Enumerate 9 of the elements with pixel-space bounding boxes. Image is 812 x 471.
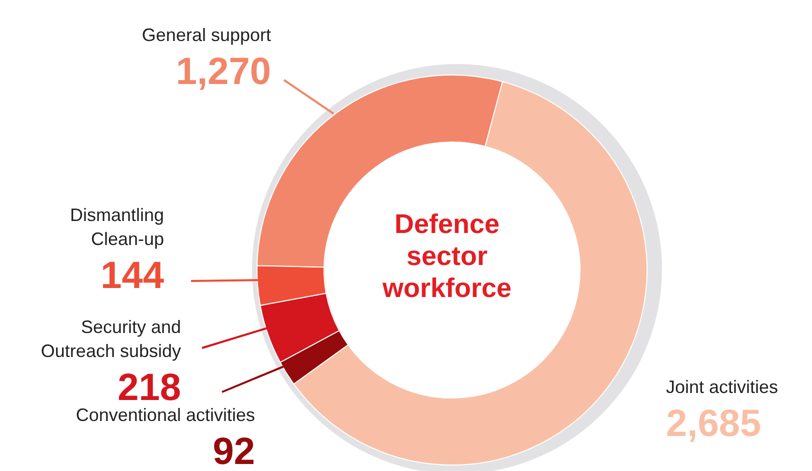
data-label: 92 <box>212 431 255 471</box>
data-label: 1,270 <box>176 51 271 93</box>
slice-label: General support <box>142 24 271 45</box>
slice-label: Joint activities <box>666 376 778 397</box>
text: Defence sector workforce <box>381 209 512 303</box>
slice-label: Dismantling Clean-up <box>70 204 164 249</box>
data-label: 2,685 <box>666 403 762 445</box>
slice-label: Security and Outreach subsidy <box>40 316 181 361</box>
data-label: 144 <box>100 255 164 297</box>
